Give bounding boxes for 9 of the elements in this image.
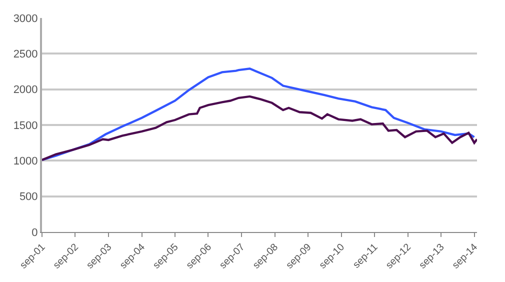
line-series bbox=[42, 68, 476, 162]
y-tick-label: 1500 bbox=[13, 120, 38, 132]
y-tick-label: 1000 bbox=[13, 156, 38, 168]
line-series bbox=[42, 95, 477, 162]
y-tick-label: 0 bbox=[32, 226, 38, 239]
y-tick-label: 2000 bbox=[13, 84, 38, 96]
y-tick-label: 500 bbox=[19, 191, 38, 204]
y-tick-label: 3000 bbox=[13, 12, 38, 25]
y-tick-label: 2500 bbox=[13, 48, 38, 61]
